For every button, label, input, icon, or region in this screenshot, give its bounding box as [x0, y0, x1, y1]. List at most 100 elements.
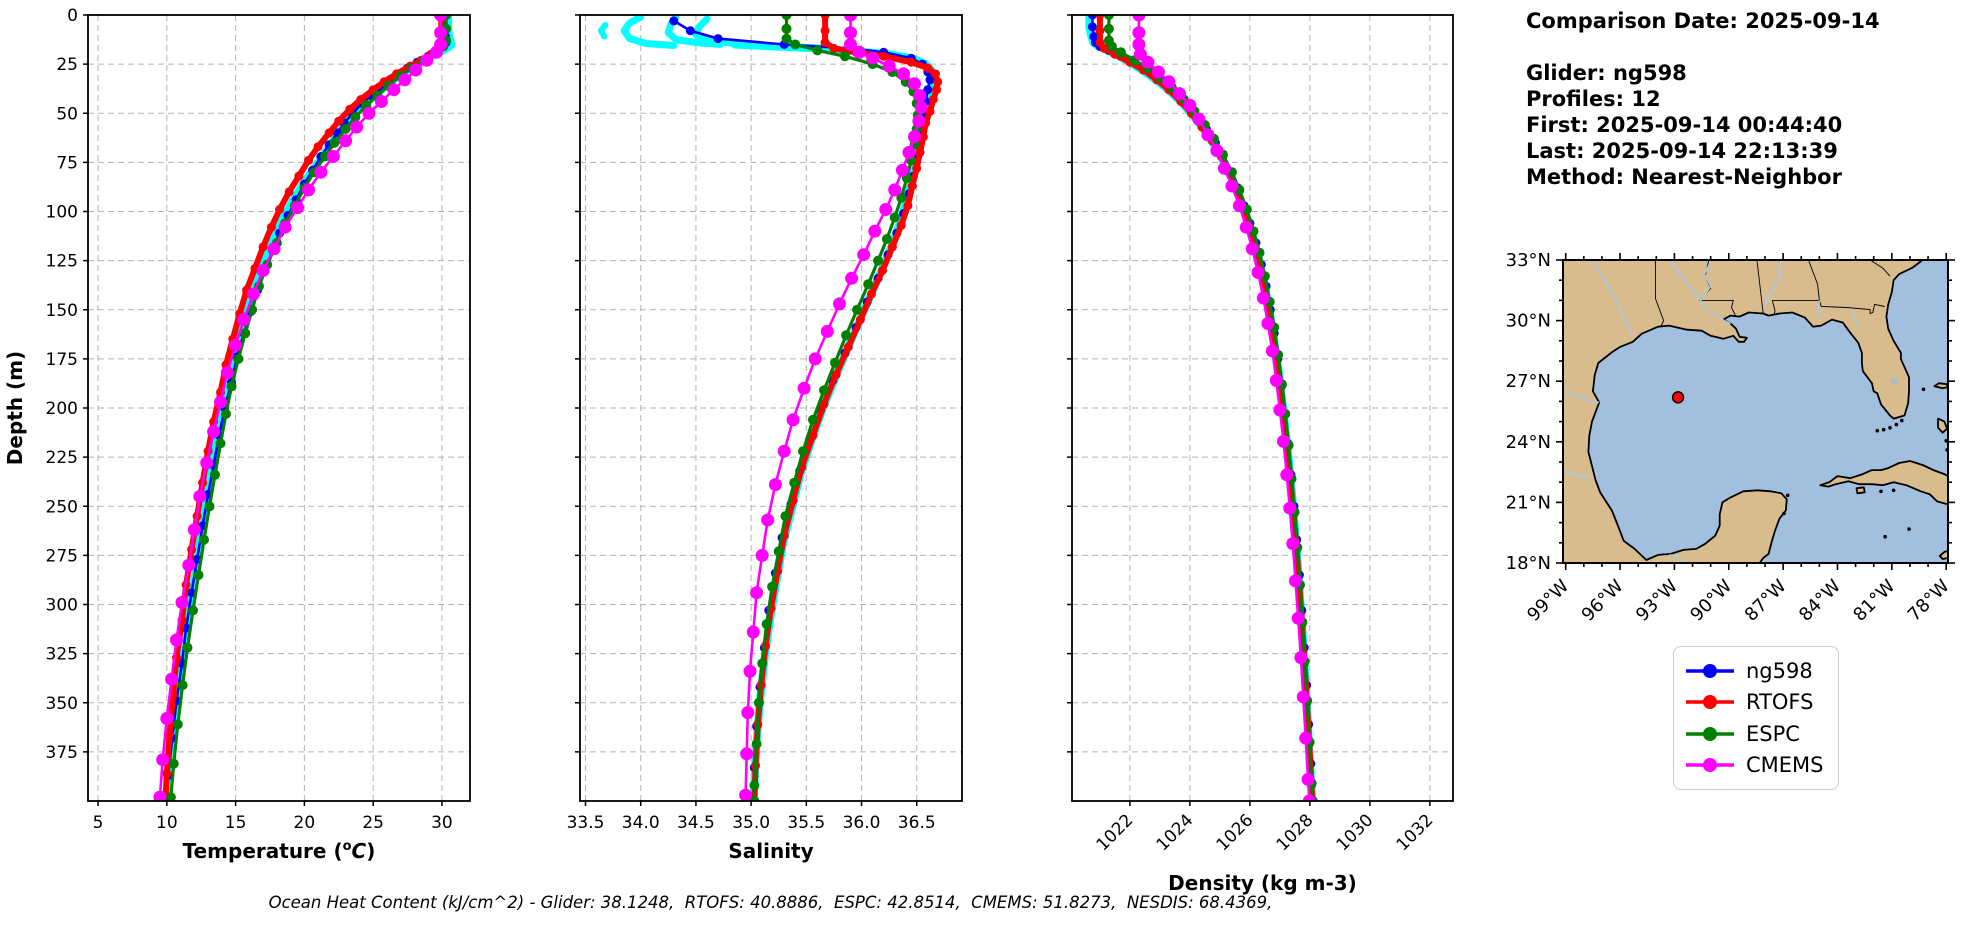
river [1668, 554, 1683, 563]
svg-text:25: 25 [56, 55, 78, 75]
river [1563, 389, 1600, 404]
map-ticks [1556, 253, 1955, 570]
density-plot: 1022 1024 1026 1028 1030 1032 Density (kg m-3) [1067, 14, 1454, 895]
svg-text:300: 300 [46, 596, 78, 616]
svg-text:90°W: 90°W [1686, 576, 1736, 626]
islet [1782, 511, 1786, 516]
last-profile-time: Last: 2025-09-14 22:13:39 [1526, 139, 1838, 163]
legend-label: ESPC [1746, 721, 1800, 746]
svg-text:93°W: 93°W [1632, 576, 1682, 626]
svg-text:200: 200 [46, 399, 78, 419]
islet [1900, 418, 1904, 423]
glider-name: Glider: ng598 [1526, 61, 1687, 85]
svg-text:175: 175 [46, 350, 78, 370]
svg-text:75: 75 [56, 153, 78, 173]
state-border [1808, 260, 1820, 301]
svg-text:Depth (m): Depth (m) [3, 351, 27, 465]
svg-text:1026: 1026 [1213, 810, 1258, 855]
svg-text:50: 50 [56, 104, 78, 124]
svg-text:34.5: 34.5 [677, 813, 715, 833]
svg-text:33°N: 33°N [1506, 250, 1551, 271]
river [1590, 260, 1633, 336]
islet [1883, 534, 1887, 539]
svg-text:325: 325 [46, 645, 78, 665]
comparison-date: Comparison Date: 2025-09-14 [1526, 9, 1880, 33]
legend: ng598 RTOFS ESPC CMEMS [1673, 646, 1839, 790]
land-polygon [1937, 417, 1948, 434]
svg-text:250: 250 [46, 497, 78, 517]
svg-text:84°W: 84°W [1795, 576, 1845, 626]
ohc-footer: Ocean Heat Content (kJ/cm^2) - Glider: 3… [268, 893, 1273, 912]
legend-item-ng598: ng598 [1684, 659, 1828, 683]
islet [1888, 425, 1892, 430]
islet [1879, 489, 1883, 494]
gulf-of-mexico-map: 33°N 30°N 27°N 24°N 21°N 18°N99°W 96°W 93°W 90°W… [1506, 250, 1955, 626]
temperature-plot: 5 10 15 20 25 3002550751001251501752002252502… [3, 6, 471, 863]
svg-text:78°W: 78°W [1904, 576, 1954, 626]
grid [88, 14, 470, 801]
svg-text:350: 350 [46, 694, 78, 714]
river [1668, 260, 1702, 301]
svg-text:375: 375 [46, 743, 78, 763]
legend-item-rtofs: RTOFS [1684, 690, 1828, 714]
legend-swatch-line-dot-icon [1686, 695, 1734, 710]
islet [1907, 527, 1911, 531]
svg-text:10: 10 [156, 813, 178, 833]
series-glider-raw-hook1-salinity [620, 15, 678, 49]
axis-ticks [83, 14, 443, 806]
svg-text:1028: 1028 [1273, 810, 1318, 855]
svg-text:87°W: 87°W [1741, 576, 1791, 626]
svg-text:34.0: 34.0 [622, 813, 660, 833]
islet [1894, 422, 1899, 427]
land-polygon [1938, 550, 1948, 560]
svg-text:21°N: 21°N [1506, 492, 1551, 513]
salinity-plot: 33.5 34.0 34.5 35.0 35.5 36.0 36.5 Salinity [567, 14, 963, 863]
svg-text:36.5: 36.5 [898, 813, 936, 833]
series-CMEMS-density [1132, 15, 1316, 801]
state-border [1756, 260, 1764, 314]
river [1563, 469, 1593, 478]
svg-text:27°N: 27°N [1506, 371, 1551, 392]
state-border [1818, 300, 1885, 315]
land-polygon [1855, 486, 1866, 495]
legend-swatch-line-dot-icon [1686, 663, 1734, 678]
islet [1875, 428, 1880, 433]
svg-text:1022: 1022 [1093, 810, 1138, 855]
svg-text:99°W: 99°W [1523, 576, 1573, 626]
svg-text:81°W: 81°W [1849, 576, 1899, 626]
state-border [1654, 260, 1665, 327]
svg-text:275: 275 [46, 546, 78, 566]
svg-text:1032: 1032 [1393, 810, 1438, 855]
legend-item-cmems: CMEMS [1684, 753, 1828, 777]
legend-label: CMEMS [1746, 753, 1824, 778]
legend-swatch-line-dot-icon [1686, 726, 1734, 741]
svg-text:36.0: 36.0 [843, 813, 881, 833]
legend-label: ng598 [1746, 658, 1813, 683]
legend-item-espc: ESPC [1684, 722, 1828, 746]
svg-text:225: 225 [46, 448, 78, 468]
series-CMEMS-temperature [153, 15, 448, 801]
svg-text:25: 25 [362, 813, 384, 833]
axis-ticks [575, 14, 918, 806]
axis-ticks [1067, 14, 1431, 806]
state-border [1869, 260, 1891, 277]
svg-text:Temperature (oC): Temperature (oC) [183, 839, 376, 863]
svg-text:1030: 1030 [1333, 810, 1378, 855]
river [1816, 300, 1822, 319]
islet [1785, 493, 1790, 498]
svg-text:125: 125 [46, 252, 78, 272]
state-border [1771, 300, 1776, 315]
svg-text:20: 20 [294, 813, 316, 833]
svg-text:35.0: 35.0 [732, 813, 770, 833]
legend-swatch-line-dot-icon [1686, 758, 1734, 773]
svg-text:18°N: 18°N [1506, 553, 1551, 574]
legend-label: RTOFS [1746, 690, 1814, 715]
info-gap [1526, 34, 1880, 60]
svg-text:150: 150 [46, 301, 78, 321]
svg-text:Salinity: Salinity [728, 839, 813, 863]
svg-text:30: 30 [431, 813, 453, 833]
first-profile-time: First: 2025-09-14 00:44:40 [1526, 113, 1843, 137]
river [1699, 260, 1731, 325]
info-panel: Comparison Date: 2025-09-14 Glider: ng59… [1526, 8, 1880, 190]
